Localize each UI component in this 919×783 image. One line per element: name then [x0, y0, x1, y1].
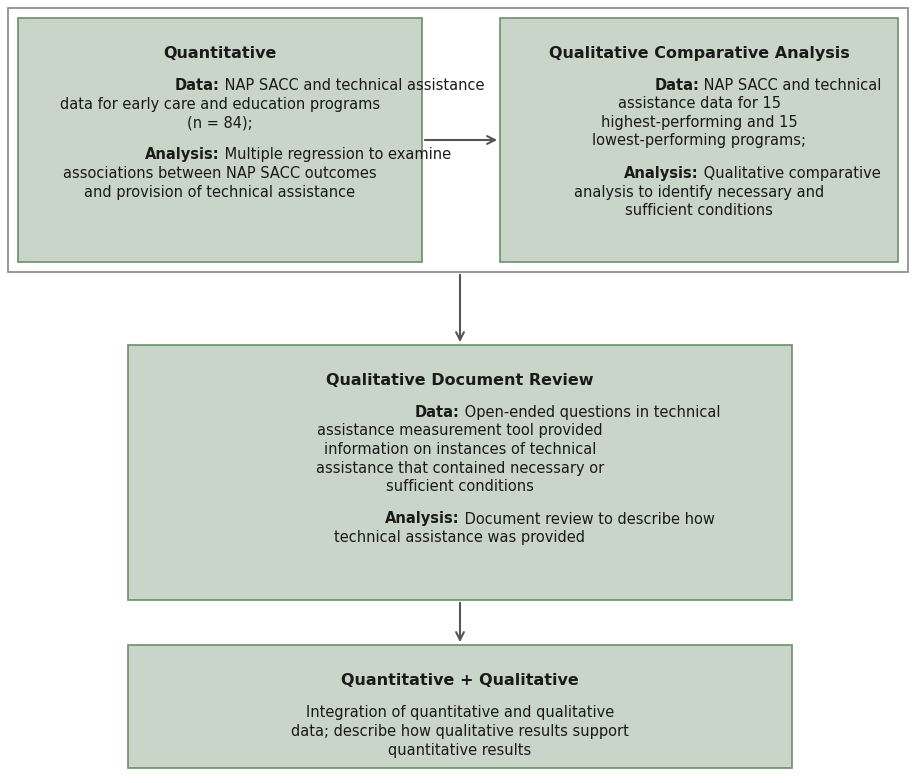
Text: Data:: Data: — [175, 78, 220, 93]
Text: Document review to describe how: Document review to describe how — [460, 511, 714, 526]
Text: highest-performing and 15: highest-performing and 15 — [600, 115, 797, 130]
Text: NAP SACC and technical: NAP SACC and technical — [698, 78, 880, 93]
Bar — [8, 8, 907, 272]
Text: associations between NAP SACC outcomes: associations between NAP SACC outcomes — [63, 166, 377, 181]
Text: data for early care and education programs: data for early care and education progra… — [60, 96, 380, 111]
Text: Analysis:: Analysis: — [624, 166, 698, 181]
Text: analysis to identify necessary and: analysis to identify necessary and — [573, 185, 823, 200]
Text: Data:: Data: — [653, 78, 698, 93]
Text: Quantitative + Qualitative: Quantitative + Qualitative — [341, 673, 578, 688]
Text: assistance data for 15: assistance data for 15 — [617, 96, 779, 111]
Text: assistance measurement tool provided: assistance measurement tool provided — [317, 424, 602, 438]
Text: assistance that contained necessary or: assistance that contained necessary or — [315, 460, 604, 475]
Text: and provision of technical assistance: and provision of technical assistance — [85, 185, 355, 200]
Text: technical assistance was provided: technical assistance was provided — [335, 530, 584, 545]
Text: (n = 84);: (n = 84); — [187, 115, 253, 130]
Bar — [18, 18, 422, 262]
Bar — [128, 345, 791, 600]
Text: Data:: Data: — [414, 405, 460, 420]
Text: sufficient conditions: sufficient conditions — [386, 479, 533, 494]
Text: Multiple regression to examine: Multiple regression to examine — [220, 147, 450, 163]
Text: NAP SACC and technical assistance: NAP SACC and technical assistance — [220, 78, 484, 93]
Text: Analysis:: Analysis: — [385, 511, 460, 526]
Text: information on instances of technical: information on instances of technical — [323, 442, 596, 457]
Text: Quantitative: Quantitative — [164, 46, 277, 61]
Text: Open-ended questions in technical: Open-ended questions in technical — [460, 405, 720, 420]
Text: sufficient conditions: sufficient conditions — [624, 203, 772, 218]
Text: Integration of quantitative and qualitative
data; describe how qualitative resul: Integration of quantitative and qualitat… — [290, 705, 629, 759]
Text: Analysis:: Analysis: — [145, 147, 220, 163]
Text: Qualitative Document Review: Qualitative Document Review — [326, 373, 593, 388]
Text: lowest-performing programs;: lowest-performing programs; — [591, 133, 805, 149]
Bar — [499, 18, 897, 262]
Text: Qualitative comparative: Qualitative comparative — [698, 166, 879, 181]
Text: Qualitative Comparative Analysis: Qualitative Comparative Analysis — [548, 46, 848, 61]
Bar — [128, 645, 791, 768]
